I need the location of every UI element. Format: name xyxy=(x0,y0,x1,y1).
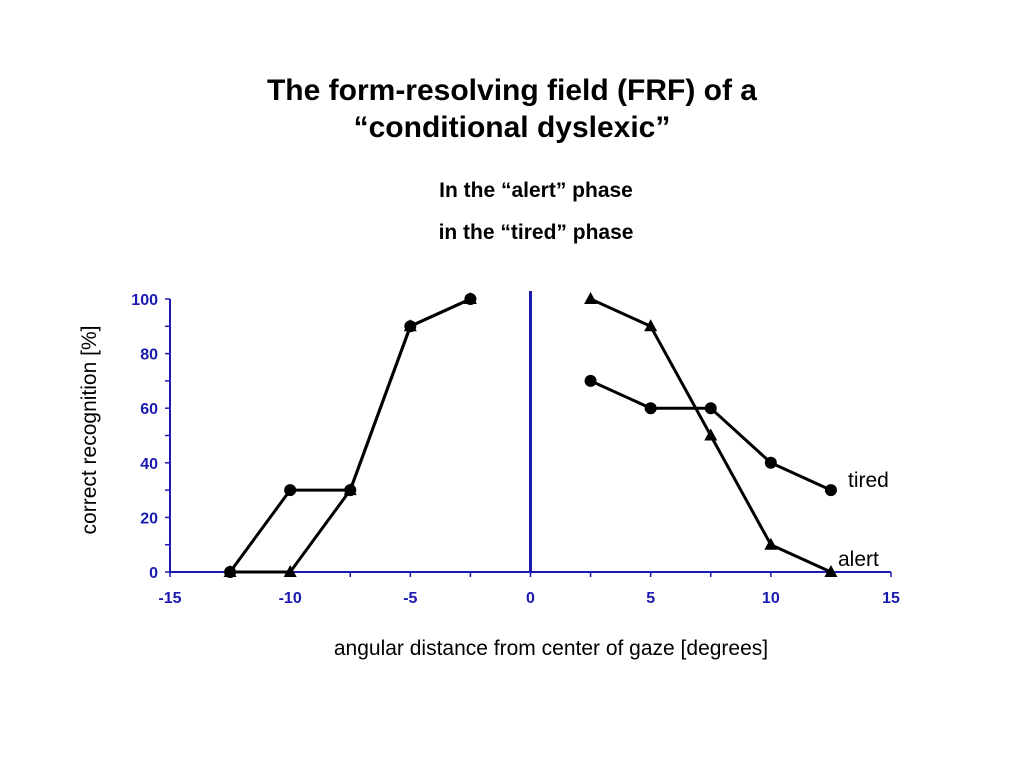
y-tick-label: 20 xyxy=(140,510,158,527)
data-point-tired xyxy=(764,456,777,469)
series-line-alert xyxy=(230,297,472,574)
data-point-alert xyxy=(764,537,778,550)
data-point-tired xyxy=(584,374,597,387)
y-tick-label: 100 xyxy=(131,292,158,309)
x-tick-label: 0 xyxy=(526,590,535,607)
x-tick-label: 15 xyxy=(882,590,900,607)
y-tick-label: 60 xyxy=(140,401,158,418)
chart-title-line2: “conditional dyslexic” xyxy=(353,111,671,144)
data-point-tired xyxy=(704,402,717,415)
data-point-tired xyxy=(404,320,417,333)
data-point-alert xyxy=(584,292,598,304)
legend-alert: In the “alert” phase xyxy=(439,179,633,202)
data-point-tired xyxy=(224,566,237,578)
data-point-tired xyxy=(344,484,357,497)
data-point-alert xyxy=(704,428,718,441)
data-point-tired xyxy=(644,402,657,415)
y-tick-label: 0 xyxy=(149,565,158,582)
y-tick-label: 80 xyxy=(140,347,158,364)
data-point-tired xyxy=(464,293,477,305)
y-axis-label: correct recognition [%] xyxy=(78,326,101,535)
data-point-tired xyxy=(284,484,297,497)
x-axis-label: angular distance from center of gaze [de… xyxy=(334,637,768,660)
x-tick-label: -15 xyxy=(158,590,181,607)
data-point-alert xyxy=(644,319,658,332)
data-point-tired xyxy=(824,484,837,497)
series-label-tired: tired xyxy=(848,469,889,492)
chart-title-line1: The form-resolving field (FRF) of a xyxy=(266,74,757,107)
chart-series xyxy=(223,292,838,578)
legend-tired: in the “tired” phase xyxy=(438,221,634,244)
x-tick-label: -10 xyxy=(279,590,302,607)
x-tick-label: 5 xyxy=(646,590,655,607)
series-line-tired xyxy=(228,297,472,573)
chart-title: The form-resolving field (FRF) of a “con… xyxy=(0,72,1024,146)
x-tick-label: -5 xyxy=(403,590,417,607)
series-label-alert: alert xyxy=(838,548,879,571)
data-point-alert xyxy=(824,565,838,577)
y-tick-label: 40 xyxy=(140,456,158,473)
x-tick-label: 10 xyxy=(762,590,780,607)
data-point-alert xyxy=(283,565,297,577)
chart-axes: 0 20 40 60 80 100 -15 -10 -5 0 5 10 15 xyxy=(131,291,900,607)
